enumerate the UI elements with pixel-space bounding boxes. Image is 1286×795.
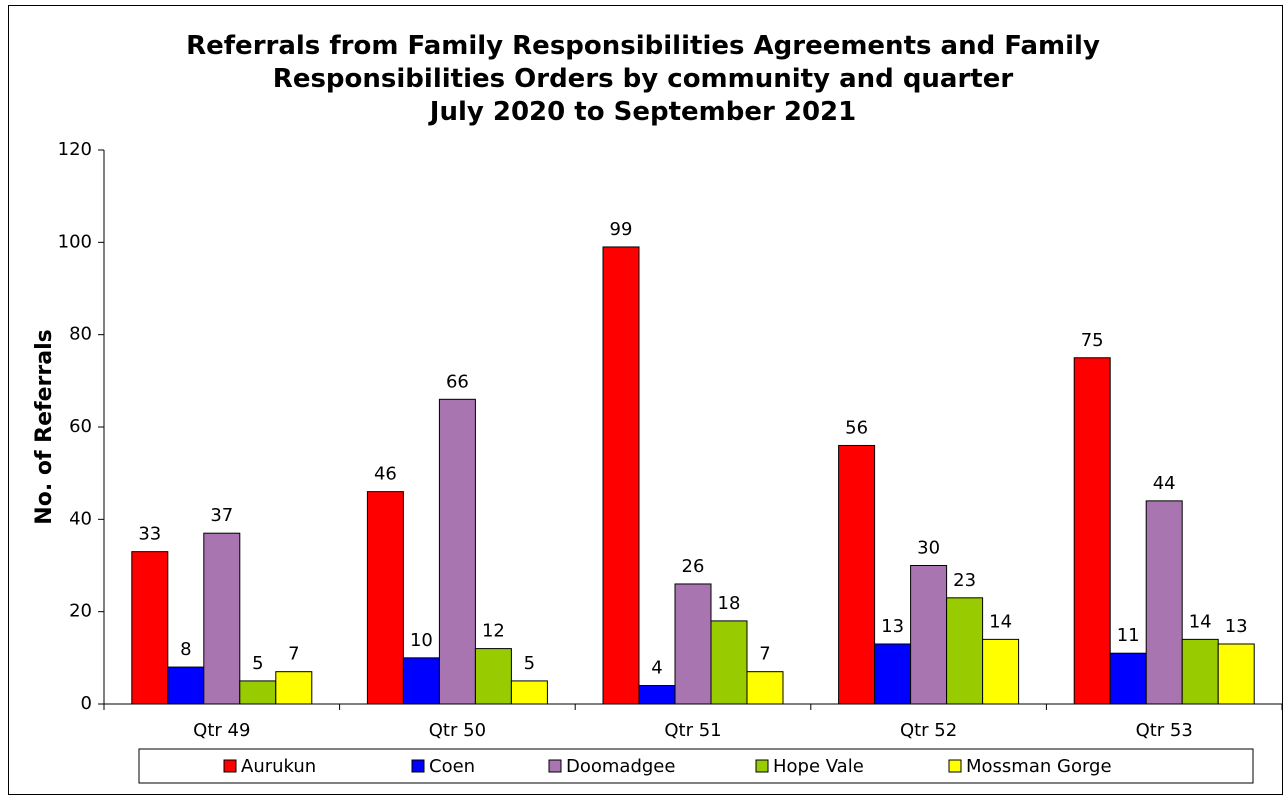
legend-swatch xyxy=(411,759,425,773)
data-label: 13 xyxy=(881,616,904,637)
bar-mossman-gorge xyxy=(1217,643,1255,705)
data-label: 8 xyxy=(180,639,191,660)
data-label: 10 xyxy=(410,630,433,651)
legend-label: Mossman Gorge xyxy=(966,756,1112,777)
bar-aurukun xyxy=(602,246,640,705)
bar-mossman-gorge xyxy=(746,671,784,705)
bar-hope-vale xyxy=(946,597,984,705)
y-tick-label: 100 xyxy=(58,231,92,252)
x-category-label: Qtr 50 xyxy=(429,720,486,741)
data-label: 23 xyxy=(953,570,976,591)
data-label: 30 xyxy=(917,538,940,559)
bar-doomadgee xyxy=(1145,500,1183,705)
bar-coen xyxy=(638,685,676,705)
data-label: 99 xyxy=(610,219,633,240)
bar-doomadgee xyxy=(203,532,241,705)
bar-hope-vale xyxy=(474,648,512,705)
legend-swatch xyxy=(755,759,769,773)
y-axis-title: No. of Referrals xyxy=(32,329,57,524)
data-label: 13 xyxy=(1225,616,1248,637)
bar-doomadgee xyxy=(910,565,948,705)
data-label: 14 xyxy=(1189,611,1212,632)
legend-swatch xyxy=(948,759,962,773)
y-tick-label: 20 xyxy=(69,601,92,622)
data-label: 75 xyxy=(1081,330,1104,351)
bar-mossman-gorge xyxy=(510,680,548,705)
bar-hope-vale xyxy=(1181,638,1219,705)
data-label: 14 xyxy=(989,611,1012,632)
legend-label: Doomadgee xyxy=(566,756,675,777)
x-category-label: Qtr 52 xyxy=(900,720,957,741)
bar-coen xyxy=(874,643,912,705)
legend-label: Hope Vale xyxy=(773,756,864,777)
bar-hope-vale xyxy=(710,620,748,705)
data-label: 26 xyxy=(682,556,705,577)
data-label: 44 xyxy=(1153,473,1176,494)
data-label: 11 xyxy=(1117,625,1140,646)
bar-doomadgee xyxy=(438,398,476,705)
bar-aurukun xyxy=(131,551,169,705)
y-axis-title-group: No. of Referrals xyxy=(32,329,57,524)
bar-aurukun xyxy=(1073,357,1111,705)
bar-coen xyxy=(167,666,205,705)
bar-hope-vale xyxy=(239,680,277,705)
legend-box xyxy=(138,748,1254,784)
data-label: 18 xyxy=(718,593,741,614)
y-tick-label: 0 xyxy=(81,693,92,714)
legend-swatch xyxy=(223,759,237,773)
data-label: 5 xyxy=(252,653,263,674)
data-label: 37 xyxy=(210,505,233,526)
data-label: 7 xyxy=(759,644,770,665)
x-category-label: Qtr 51 xyxy=(664,720,721,741)
bar-coen xyxy=(402,657,440,705)
chart-title-line-2: Responsibilities Orders by community and… xyxy=(272,64,1014,94)
data-label: 5 xyxy=(524,653,535,674)
x-category-label: Qtr 49 xyxy=(193,720,250,741)
y-tick-label: 80 xyxy=(69,324,92,345)
data-label: 33 xyxy=(138,524,161,545)
legend-label: Aurukun xyxy=(241,756,316,777)
bar-aurukun xyxy=(366,491,404,705)
plot-area: 0 20 40 60 80 100 120 33 8 37 5 7 Qtr 49 46 10 66 12 5 Qtr… xyxy=(58,139,1283,741)
x-category-label: Qtr 53 xyxy=(1136,720,1193,741)
bar-aurukun xyxy=(838,444,876,705)
bar-coen xyxy=(1109,652,1147,705)
chart-title-line-1: Referrals from Family Responsibilities A… xyxy=(186,31,1100,61)
bar-doomadgee xyxy=(674,583,712,705)
data-label: 12 xyxy=(482,621,505,642)
data-label: 66 xyxy=(446,371,469,392)
legend: Aurukun Coen Doomadgee Hope Vale Mossman Gor… xyxy=(138,748,1254,784)
chart-title: Referrals from Family Responsibilities A… xyxy=(0,30,1286,129)
data-label: 7 xyxy=(288,644,299,665)
data-label: 4 xyxy=(651,658,662,679)
chart-title-line-3: July 2020 to September 2021 xyxy=(429,97,857,127)
y-tick-label: 60 xyxy=(69,416,92,437)
data-label: 46 xyxy=(374,464,397,485)
bar-mossman-gorge xyxy=(275,671,313,705)
bar-mossman-gorge xyxy=(982,638,1020,705)
data-label: 56 xyxy=(845,417,868,438)
y-tick-label: 120 xyxy=(58,139,92,160)
legend-label: Coen xyxy=(429,756,475,777)
legend-swatch xyxy=(548,759,562,773)
y-tick-label: 40 xyxy=(69,508,92,529)
